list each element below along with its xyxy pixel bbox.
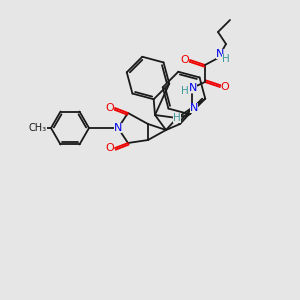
Text: H: H [222,54,230,64]
Text: N: N [190,103,198,113]
Text: H: H [181,86,189,96]
Text: H: H [173,113,181,123]
Text: O: O [106,103,114,113]
Text: CH₃: CH₃ [29,123,47,133]
Text: N: N [114,123,122,133]
Text: O: O [220,82,230,92]
Text: N: N [216,49,224,59]
Text: N: N [189,83,197,93]
Text: O: O [106,143,114,153]
Text: O: O [181,55,189,65]
